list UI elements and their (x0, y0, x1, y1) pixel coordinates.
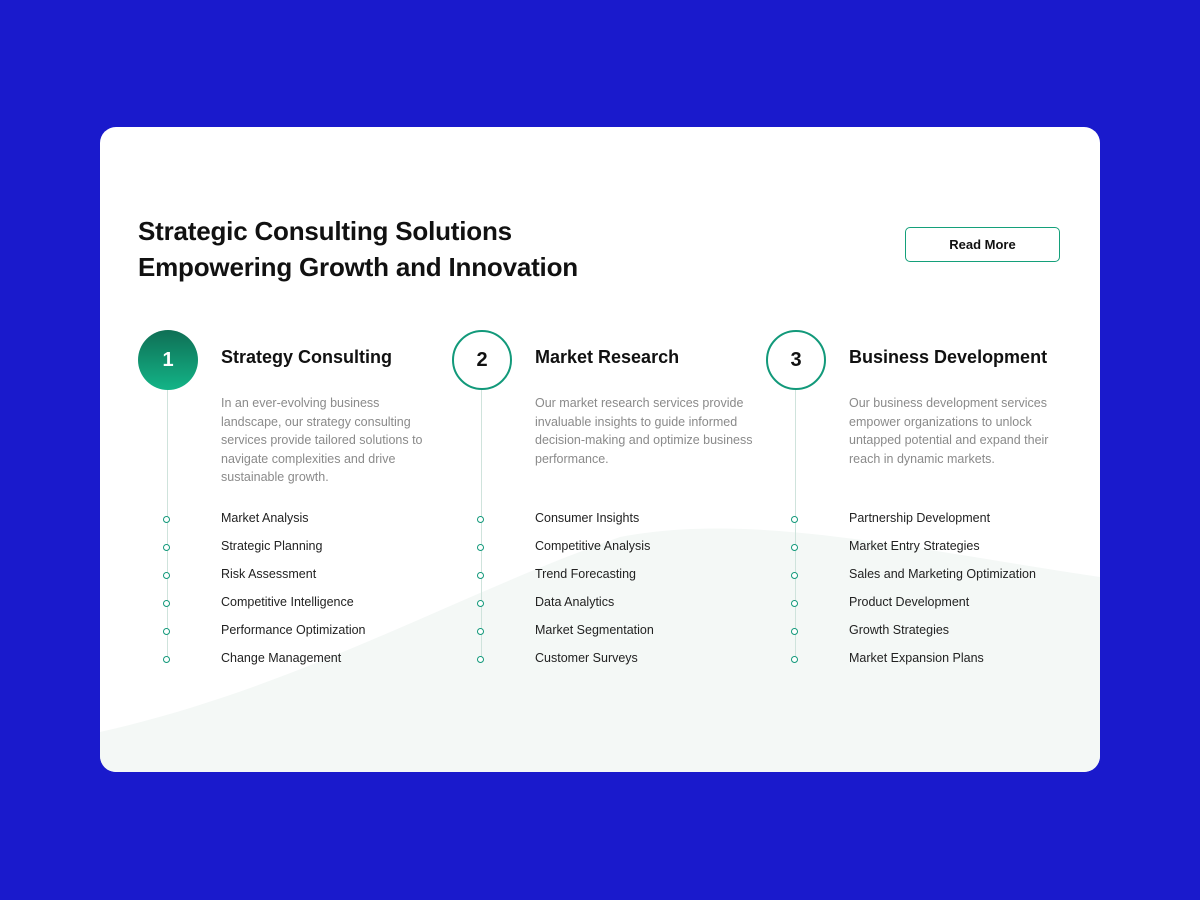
list-item-label: Market Expansion Plans (849, 651, 984, 665)
read-more-button[interactable]: Read More (905, 227, 1060, 262)
service-title: Business Development (849, 347, 1048, 367)
list-item-label: Market Entry Strategies (849, 539, 980, 553)
bullet-circle-icon (477, 656, 484, 663)
list-item-label: Change Management (221, 651, 342, 665)
service-title: Strategy Consulting (221, 347, 393, 367)
service-description: Our business development services empowe… (849, 396, 1049, 466)
bullet-circle-icon (477, 544, 484, 551)
list-item-label: Customer Surveys (535, 651, 638, 665)
background-wave (100, 528, 1100, 772)
service-column: 2 Market Research Our market research se… (452, 330, 752, 670)
bullet-circle-icon (163, 628, 170, 635)
page-title: Strategic Consulting Solutions Empowerin… (138, 213, 578, 285)
bullet-circle-icon (791, 600, 798, 607)
bullet-circle-icon (163, 572, 170, 579)
bullet-circle-icon (791, 628, 798, 635)
step-number-badge: 3 (766, 330, 826, 390)
bullet-circle-icon (477, 600, 484, 607)
list-item-label: Partnership Development (849, 511, 991, 525)
list-item-label: Product Development (849, 595, 970, 609)
step-number-badge: 2 (452, 330, 512, 390)
service-description: In an ever-evolving business landscape, … (221, 396, 423, 485)
list-item-label: Trend Forecasting (535, 567, 636, 581)
list-item-label: Performance Optimization (221, 623, 366, 637)
bullet-circle-icon (477, 516, 484, 523)
service-column: 1 Strategy Consulting In an ever-evolvin… (138, 330, 438, 670)
bullet-circle-icon (163, 544, 170, 551)
list-item-label: Risk Assessment (221, 567, 317, 581)
service-column: 3 Business Development Our business deve… (766, 330, 1066, 670)
bullet-circle-icon (163, 600, 170, 607)
title-line-2: Empowering Growth and Innovation (138, 252, 578, 282)
bullet-circle-icon (791, 572, 798, 579)
list-item-label: Sales and Marketing Optimization (849, 567, 1036, 581)
bullet-circle-icon (477, 628, 484, 635)
list-item-label: Competitive Analysis (535, 539, 651, 553)
list-item-label: Growth Strategies (849, 623, 950, 637)
list-item-label: Strategic Planning (221, 539, 323, 553)
list-item-label: Data Analytics (535, 595, 615, 609)
bullet-circle-icon (791, 656, 798, 663)
bullet-circle-icon (791, 544, 798, 551)
services-card: Strategic Consulting Solutions Empowerin… (100, 127, 1100, 772)
step-number-badge: 1 (138, 330, 198, 390)
title-line-1: Strategic Consulting Solutions (138, 216, 512, 246)
timeline-line (795, 390, 796, 660)
timeline-line (167, 390, 168, 660)
bullet-circle-icon (791, 516, 798, 523)
bullet-circle-icon (163, 516, 170, 523)
list-item-label: Consumer Insights (535, 511, 640, 525)
timeline-line (481, 390, 482, 660)
list-item-label: Competitive Intelligence (221, 595, 354, 609)
service-description: Our market research services provide inv… (535, 396, 753, 466)
bullet-circle-icon (477, 572, 484, 579)
bullet-circle-icon (163, 656, 170, 663)
list-item-label: Market Analysis (221, 511, 309, 525)
service-title: Market Research (535, 347, 680, 367)
list-item-label: Market Segmentation (535, 623, 654, 637)
